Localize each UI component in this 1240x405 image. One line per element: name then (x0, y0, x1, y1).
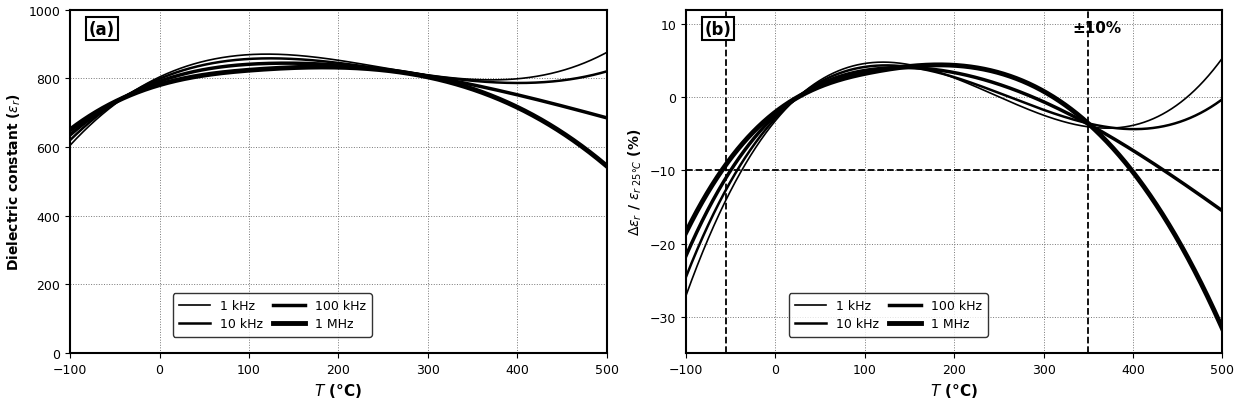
100 kHz (706, 198, 720, 202)
1 kHz (583, 59, 598, 64)
1 kHz (1199, 76, 1214, 81)
1 kHz (940, 74, 955, 79)
1 kHz (584, 59, 599, 64)
10 kHz (310, 59, 325, 64)
10 kHz (63, 139, 78, 143)
1 kHz (1215, 56, 1230, 61)
10 kHz (584, 74, 599, 79)
1 MHz (63, 128, 78, 133)
Line: 1 kHz: 1 kHz (71, 53, 606, 146)
1 MHz (485, 95, 500, 100)
Line: 10 kHz: 10 kHz (686, 66, 1223, 277)
Legend: 1 kHz, 10 kHz, 100 kHz, 1 MHz: 1 kHz, 10 kHz, 100 kHz, 1 MHz (789, 293, 988, 337)
100 kHz (940, 70, 955, 75)
1 MHz (706, 181, 720, 186)
100 kHz (678, 254, 693, 259)
1 MHz (931, 63, 946, 68)
Line: 1 MHz: 1 MHz (686, 66, 1223, 329)
10 kHz (91, 114, 105, 119)
1 kHz (324, 58, 339, 62)
100 kHz (1215, 209, 1230, 214)
1 MHz (940, 64, 955, 68)
100 kHz (584, 112, 599, 117)
1 MHz (678, 230, 693, 235)
10 kHz (584, 74, 599, 79)
1 MHz (599, 164, 614, 169)
1 MHz (925, 63, 940, 68)
1 MHz (584, 152, 599, 157)
10 kHz (940, 73, 955, 78)
Text: ±10%: ±10% (1073, 21, 1121, 36)
1 kHz (706, 225, 720, 230)
10 kHz (879, 64, 894, 68)
10 kHz (925, 70, 940, 75)
1 kHz (925, 69, 940, 74)
10 kHz (485, 81, 500, 85)
1 kHz (678, 294, 693, 298)
100 kHz (599, 116, 614, 121)
10 kHz (706, 212, 720, 217)
1 MHz (309, 66, 324, 70)
100 kHz (1199, 198, 1214, 203)
1 MHz (1199, 293, 1214, 298)
1 kHz (599, 51, 614, 56)
100 kHz (584, 112, 599, 117)
10 kHz (324, 60, 339, 65)
1 kHz (1101, 126, 1116, 131)
1 MHz (1215, 326, 1230, 331)
10 kHz (263, 57, 278, 62)
10 kHz (599, 70, 614, 75)
1 MHz (1200, 294, 1215, 298)
100 kHz (63, 133, 78, 138)
1 kHz (485, 78, 500, 83)
1 MHz (316, 66, 331, 70)
1 MHz (584, 151, 599, 156)
10 kHz (1101, 126, 1116, 130)
Text: (b): (b) (704, 21, 732, 39)
100 kHz (895, 66, 910, 71)
Y-axis label: $\Delta\epsilon_r$ / $\epsilon_{r\ 25°C}$ (%): $\Delta\epsilon_r$ / $\epsilon_{r\ 25°C}… (627, 128, 645, 235)
100 kHz (310, 62, 325, 67)
100 kHz (279, 62, 294, 66)
Y-axis label: Dielectric constant ($\epsilon_r$): Dielectric constant ($\epsilon_r$) (5, 93, 24, 271)
1 MHz (1101, 142, 1116, 147)
1 kHz (309, 56, 324, 61)
100 kHz (925, 68, 940, 72)
1 MHz (324, 66, 339, 70)
100 kHz (91, 112, 105, 117)
Line: 1 MHz: 1 MHz (71, 68, 606, 166)
1 MHz (91, 110, 105, 115)
Line: 10 kHz: 10 kHz (71, 59, 606, 141)
X-axis label: $T$ (°C): $T$ (°C) (930, 382, 978, 399)
1 kHz (91, 117, 105, 121)
10 kHz (1215, 98, 1230, 102)
Text: (a): (a) (89, 21, 115, 39)
Line: 1 kHz: 1 kHz (686, 59, 1223, 296)
10 kHz (1199, 108, 1214, 113)
1 kHz (1199, 76, 1214, 81)
Line: 100 kHz: 100 kHz (71, 64, 606, 136)
Legend: 1 kHz, 10 kHz, 100 kHz, 1 MHz: 1 kHz, 10 kHz, 100 kHz, 1 MHz (172, 293, 372, 337)
100 kHz (324, 63, 339, 68)
100 kHz (1200, 198, 1215, 203)
100 kHz (1101, 134, 1116, 139)
100 kHz (485, 87, 500, 92)
1 kHz (63, 143, 78, 148)
10 kHz (1200, 108, 1215, 113)
X-axis label: $T$ (°C): $T$ (°C) (314, 382, 362, 399)
10 kHz (678, 275, 693, 280)
Line: 100 kHz: 100 kHz (686, 68, 1223, 256)
